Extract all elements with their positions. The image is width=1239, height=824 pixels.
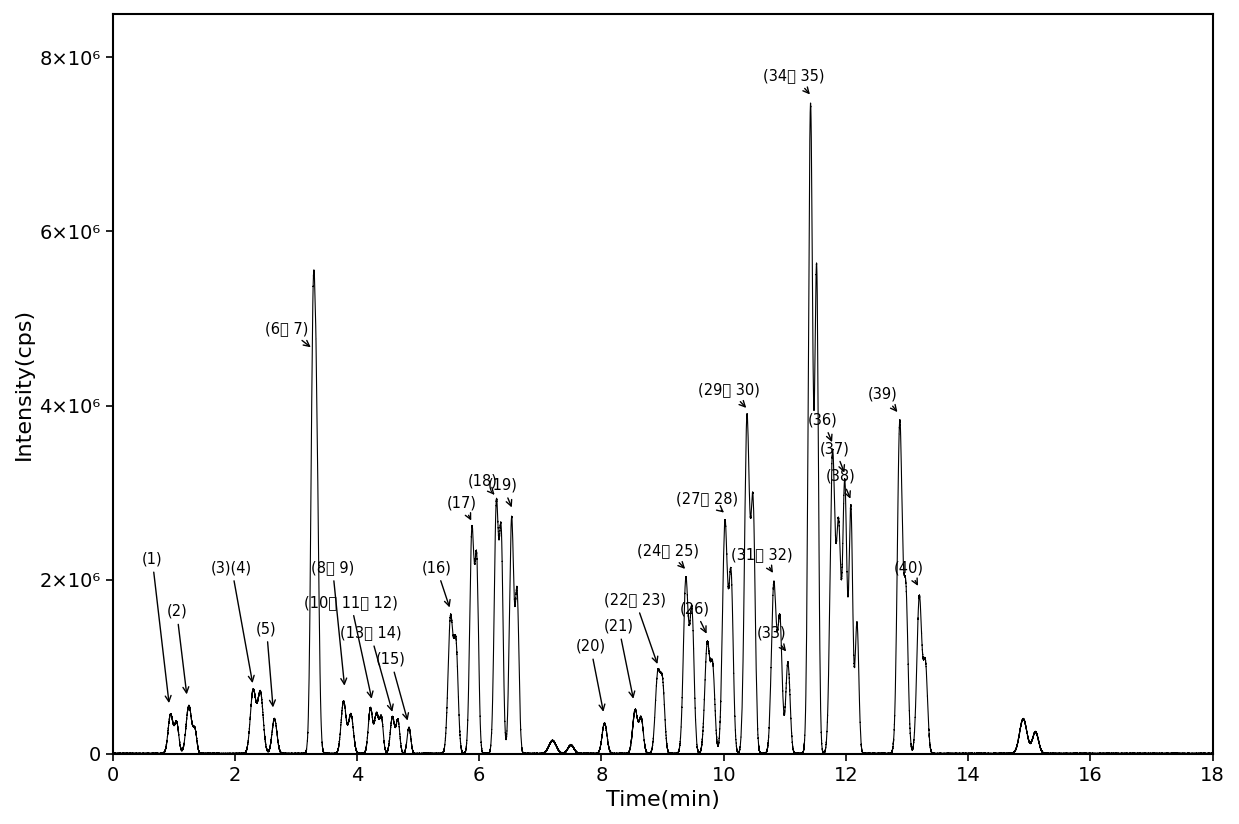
- Text: (34、 35): (34、 35): [763, 68, 825, 93]
- Text: (39): (39): [867, 386, 897, 411]
- Text: (19): (19): [487, 478, 518, 506]
- Text: (38): (38): [826, 469, 856, 498]
- Text: (27、 28): (27、 28): [675, 490, 737, 512]
- Text: (15): (15): [375, 652, 409, 719]
- Text: (37): (37): [820, 441, 850, 471]
- Text: (20): (20): [575, 639, 606, 710]
- Text: (33): (33): [757, 625, 787, 650]
- Text: (10、 11、 12): (10、 11、 12): [304, 595, 398, 697]
- Text: (6、 7): (6、 7): [265, 321, 310, 346]
- Text: (40): (40): [893, 560, 923, 584]
- Text: (16): (16): [421, 560, 451, 606]
- Text: (29、 30): (29、 30): [698, 382, 760, 407]
- Text: (5): (5): [256, 621, 276, 706]
- Text: (24、 25): (24、 25): [637, 543, 699, 568]
- Text: (8、 9): (8、 9): [311, 560, 354, 684]
- Text: (3)(4): (3)(4): [211, 560, 254, 681]
- Text: (26): (26): [679, 602, 710, 632]
- Text: (31、 32): (31、 32): [731, 547, 793, 572]
- Text: (1): (1): [142, 551, 171, 701]
- Text: (17): (17): [447, 495, 477, 519]
- Text: (13、 14): (13、 14): [339, 625, 401, 710]
- Text: (21): (21): [603, 619, 634, 697]
- Text: (18): (18): [467, 473, 497, 494]
- X-axis label: Time(min): Time(min): [606, 790, 720, 810]
- Text: (22、 23): (22、 23): [605, 592, 667, 662]
- Y-axis label: Intensity(cps): Intensity(cps): [14, 307, 33, 460]
- Text: (2): (2): [166, 604, 188, 693]
- Text: (36): (36): [808, 412, 838, 441]
